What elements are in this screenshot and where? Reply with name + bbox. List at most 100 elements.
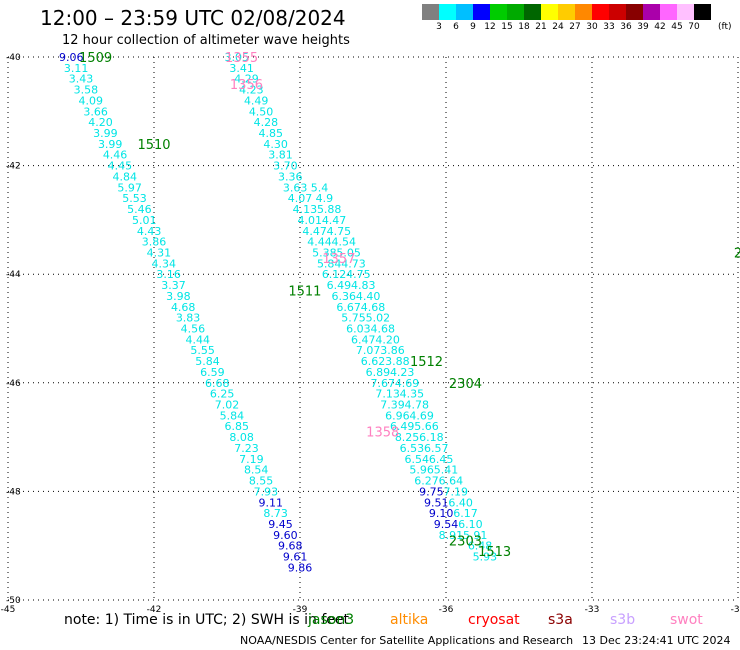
x-tick-label: -42: [147, 605, 162, 615]
pass-time-label: 1356: [230, 78, 263, 93]
wave-height-point-label: 4.78: [405, 399, 430, 412]
wave-height-point-label: 5.84: [317, 257, 342, 270]
wave-height-point-label: 5.91: [463, 529, 488, 542]
chart-subtitle: 12 hour collection of altimeter wave hei…: [62, 33, 350, 48]
wave-height-point-label: 4.50: [249, 105, 274, 118]
wave-height-point-label: 9.60: [273, 529, 298, 542]
x-tick-label: -33: [585, 605, 600, 615]
wave-height-point-label: 4.28: [254, 116, 279, 129]
legend-tick-label: 24: [552, 22, 564, 32]
y-tick-label: -46: [6, 379, 21, 389]
legend-swatch: [609, 4, 626, 20]
y-tick-label: -42: [6, 162, 21, 172]
wave-height-point-label: 3.16: [156, 268, 181, 281]
wave-height-point-label: 6.53: [400, 442, 425, 455]
wave-height-point-label: 6.54: [405, 453, 430, 466]
legend-swatch: [558, 4, 575, 20]
wave-height-point-label: 4.49: [244, 94, 269, 107]
legend-swatch: [439, 4, 456, 20]
wave-height-point-label: 5.96: [409, 464, 434, 477]
credit-line: NOAA/NESDIS Center for Satellite Applica…: [240, 634, 574, 647]
pass-time-label: 1513: [478, 545, 511, 560]
wave-height-point-label: 6.17: [453, 507, 478, 520]
legend-tick-label: 33: [603, 22, 615, 32]
wave-height-point-label: 5.93: [473, 551, 498, 564]
generated-timestamp: 13 Dec 23:24:41 UTC 2024: [582, 634, 731, 647]
wave-height-point-label: 3.70: [273, 160, 298, 173]
satellite-label-altika: altika: [390, 612, 429, 628]
legend-swatch: [592, 4, 609, 20]
wave-height-point-label: 4.54: [332, 236, 357, 249]
legend-swatch: [507, 4, 524, 20]
wave-height-point-label: 5.01: [132, 214, 157, 227]
wave-height-point-label: 6.67: [336, 301, 361, 314]
wave-height-point-label: 3.88: [385, 355, 410, 368]
legend-tick-label: 27: [569, 22, 581, 32]
wave-height-point-label: 4.56: [181, 323, 206, 336]
wave-height-point-label: 3.43: [69, 73, 94, 86]
legend-swatch: [456, 4, 473, 20]
pass-time-label: 2303: [449, 534, 482, 549]
pass-time-label: 2304: [449, 377, 482, 392]
wave-height-point-label: 9.54: [434, 518, 459, 531]
wave-height-point-label: 3.86: [380, 344, 405, 357]
legend-tick-label: 36: [620, 22, 632, 32]
wave-height-point-label: 6.49: [327, 279, 352, 292]
wave-height-point-label: 4.13: [293, 203, 318, 216]
wave-height-point-label: 7.19: [443, 485, 468, 498]
legend-tick-label: 45: [671, 22, 683, 32]
legend-unit: (ft): [718, 22, 732, 32]
wave-height-point-label: 3.36: [278, 170, 303, 183]
wave-height-point-label: 4.31: [147, 246, 172, 259]
wave-height-point-label: 5.46: [127, 203, 152, 216]
legend-swatch: [677, 4, 694, 20]
legend-tick-label: 6: [453, 22, 459, 32]
wave-height-point-label: 4.01: [297, 214, 322, 227]
wave-height-point-label: 4.44: [307, 236, 332, 249]
legend-tick-label: 9: [470, 22, 476, 32]
y-tick-label: -40: [6, 53, 21, 63]
wave-height-point-label: 4.35: [400, 388, 425, 401]
satellite-label-s3b: s3b: [610, 612, 636, 628]
wave-height-point-label: 7.02: [215, 399, 240, 412]
wave-height-point-label: 8.08: [229, 431, 254, 444]
wave-height-point-label: 8.25: [395, 431, 420, 444]
legend-swatch: [473, 4, 490, 20]
x-tick-label: -36: [439, 605, 454, 615]
wave-height-point-label: 4.20: [375, 333, 400, 346]
wave-height-point-label: 4.68: [171, 301, 196, 314]
wave-height-point-label: 3.99: [98, 138, 123, 151]
wave-height-point-label: 4.84: [113, 170, 138, 183]
wave-height-point-label: 7.13: [375, 388, 400, 401]
satellite-label-jason3: jason3: [308, 612, 355, 628]
wave-height-point-label: 5.05: [336, 246, 361, 259]
wave-height-point-label: 6.68: [205, 377, 230, 390]
wave-height-point-label: 6.36: [332, 290, 357, 303]
wave-height-point-label: 3.81: [268, 149, 293, 162]
wave-height-point-label: 5.4: [311, 181, 329, 194]
wave-height-point-label: 3.86: [142, 236, 167, 249]
wave-height-point-label: 6.18: [419, 431, 444, 444]
wave-height-point-label: 6.89: [366, 366, 391, 379]
wave-height-point-label: 4.09: [78, 94, 103, 107]
wave-height-point-label: 6.59: [200, 366, 225, 379]
wave-height-point-label: 8.91: [439, 529, 464, 542]
wave-height-point-label: 7.07: [356, 344, 381, 357]
pass-time-label: 1357: [322, 252, 355, 267]
legend-tick-label: 21: [535, 22, 547, 32]
wave-height-point-label: 6.12: [322, 268, 347, 281]
wave-height-point-label: 4.47: [302, 225, 327, 238]
wave-height-point-label: 3.11: [64, 62, 89, 75]
wave-height-point-label: 5.53: [122, 192, 147, 205]
legend-swatch: [575, 4, 592, 20]
wave-height-point-label: 4.68: [370, 323, 395, 336]
wave-height-point-label: 9.10: [429, 507, 454, 520]
wave-height-point-label: 9.75: [419, 485, 444, 498]
wave-height-point-label: 4.30: [263, 138, 288, 151]
wave-height-point-label: 5.55: [190, 344, 215, 357]
legend-swatch: [660, 4, 677, 20]
wave-height-point-label: 7.39: [380, 399, 405, 412]
legend-swatch: [490, 4, 507, 20]
